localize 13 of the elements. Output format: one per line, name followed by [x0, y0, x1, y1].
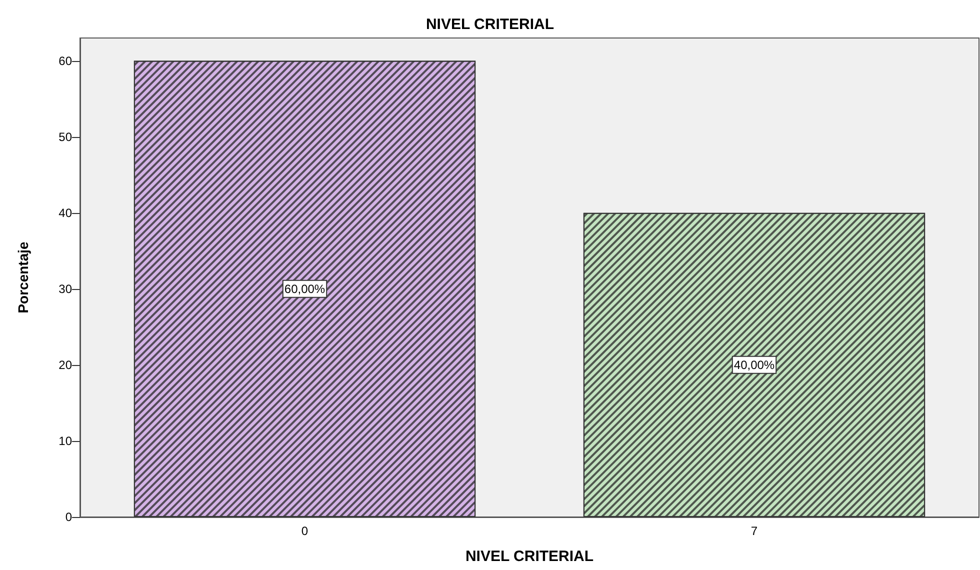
- data-label: 60,00%: [284, 282, 326, 296]
- x-axis-title: NIVEL CRITERIAL: [465, 548, 594, 565]
- y-tick-label: 10: [58, 434, 72, 448]
- chart-title: NIVEL CRITERIAL: [426, 16, 554, 33]
- y-tick-label: 20: [58, 358, 72, 372]
- y-tick-label: 60: [58, 54, 72, 68]
- y-tick-label: 40: [58, 206, 72, 220]
- y-tick-label: 0: [65, 510, 72, 524]
- data-label: 40,00%: [734, 358, 775, 372]
- y-tick-label: 50: [58, 130, 72, 144]
- y-axis-title: Porcentaje: [15, 241, 31, 314]
- y-tick-label: 30: [58, 282, 72, 296]
- x-tick-label: 7: [750, 524, 758, 538]
